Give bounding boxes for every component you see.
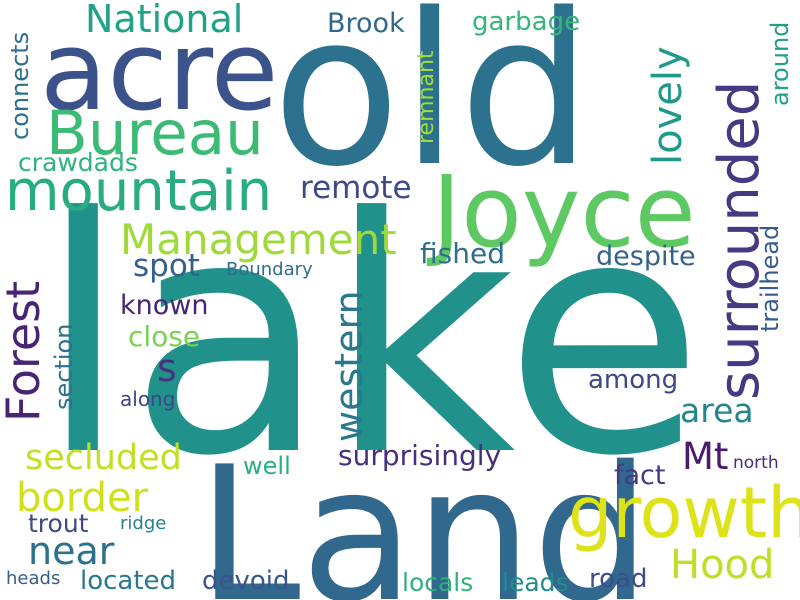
word-management: Management (120, 215, 397, 264)
word-along: along (120, 387, 176, 411)
word-old: old (272, 0, 593, 213)
word-locals: locals (402, 568, 474, 597)
word-section: section (50, 323, 78, 410)
word-growth: growth (568, 472, 800, 554)
word-lovely: lovely (645, 46, 691, 165)
word-despite: despite (596, 241, 696, 272)
word-heads: heads (6, 568, 61, 589)
word-road: road (589, 564, 648, 594)
word-mountain: mountain (5, 159, 273, 224)
word-brook: Brook (327, 8, 405, 39)
word-devoid: devoid (202, 566, 290, 596)
word-lake: lake (38, 148, 705, 527)
word-located: located (80, 566, 177, 596)
word-remnant: remnant (414, 50, 439, 144)
word-secluded: secluded (25, 438, 182, 478)
word-boundary: Boundary (226, 259, 313, 280)
word-trout: trout (28, 509, 89, 538)
word-ridge: ridge (120, 513, 167, 534)
word-north: north (733, 453, 779, 473)
word-joyce: Joyce (432, 155, 696, 270)
word-land: Land (197, 426, 651, 600)
word-bureau: Bureau (46, 98, 264, 169)
word-trailhead: trailhead (756, 224, 784, 332)
word-near: near (28, 529, 115, 573)
word-close: close (128, 320, 201, 353)
word-crawdads: crawdads (18, 148, 138, 177)
word-hood: Hood (670, 542, 775, 588)
word-leads: leads (502, 568, 569, 597)
word-mt: Mt (682, 435, 729, 478)
word-s: s (157, 346, 177, 390)
word-among: among (588, 365, 679, 395)
word-around: around (766, 21, 794, 106)
word-surprisingly: surprisingly (338, 439, 502, 472)
word-forest: Forest (0, 280, 50, 422)
word-western: western (327, 290, 371, 442)
word-connects: connects (6, 31, 34, 140)
word-spot: spot (133, 248, 200, 284)
word-acre: acre (40, 7, 279, 135)
word-fished: fished (420, 237, 505, 270)
word-border: border (16, 475, 149, 521)
word-fact: fact (614, 460, 666, 491)
word-national: National (85, 0, 244, 41)
word-area: area (680, 391, 754, 430)
word-well: well (243, 452, 291, 480)
word-known: known (120, 290, 209, 321)
word-remote: remote (300, 170, 412, 206)
word-garbage: garbage (472, 7, 581, 37)
